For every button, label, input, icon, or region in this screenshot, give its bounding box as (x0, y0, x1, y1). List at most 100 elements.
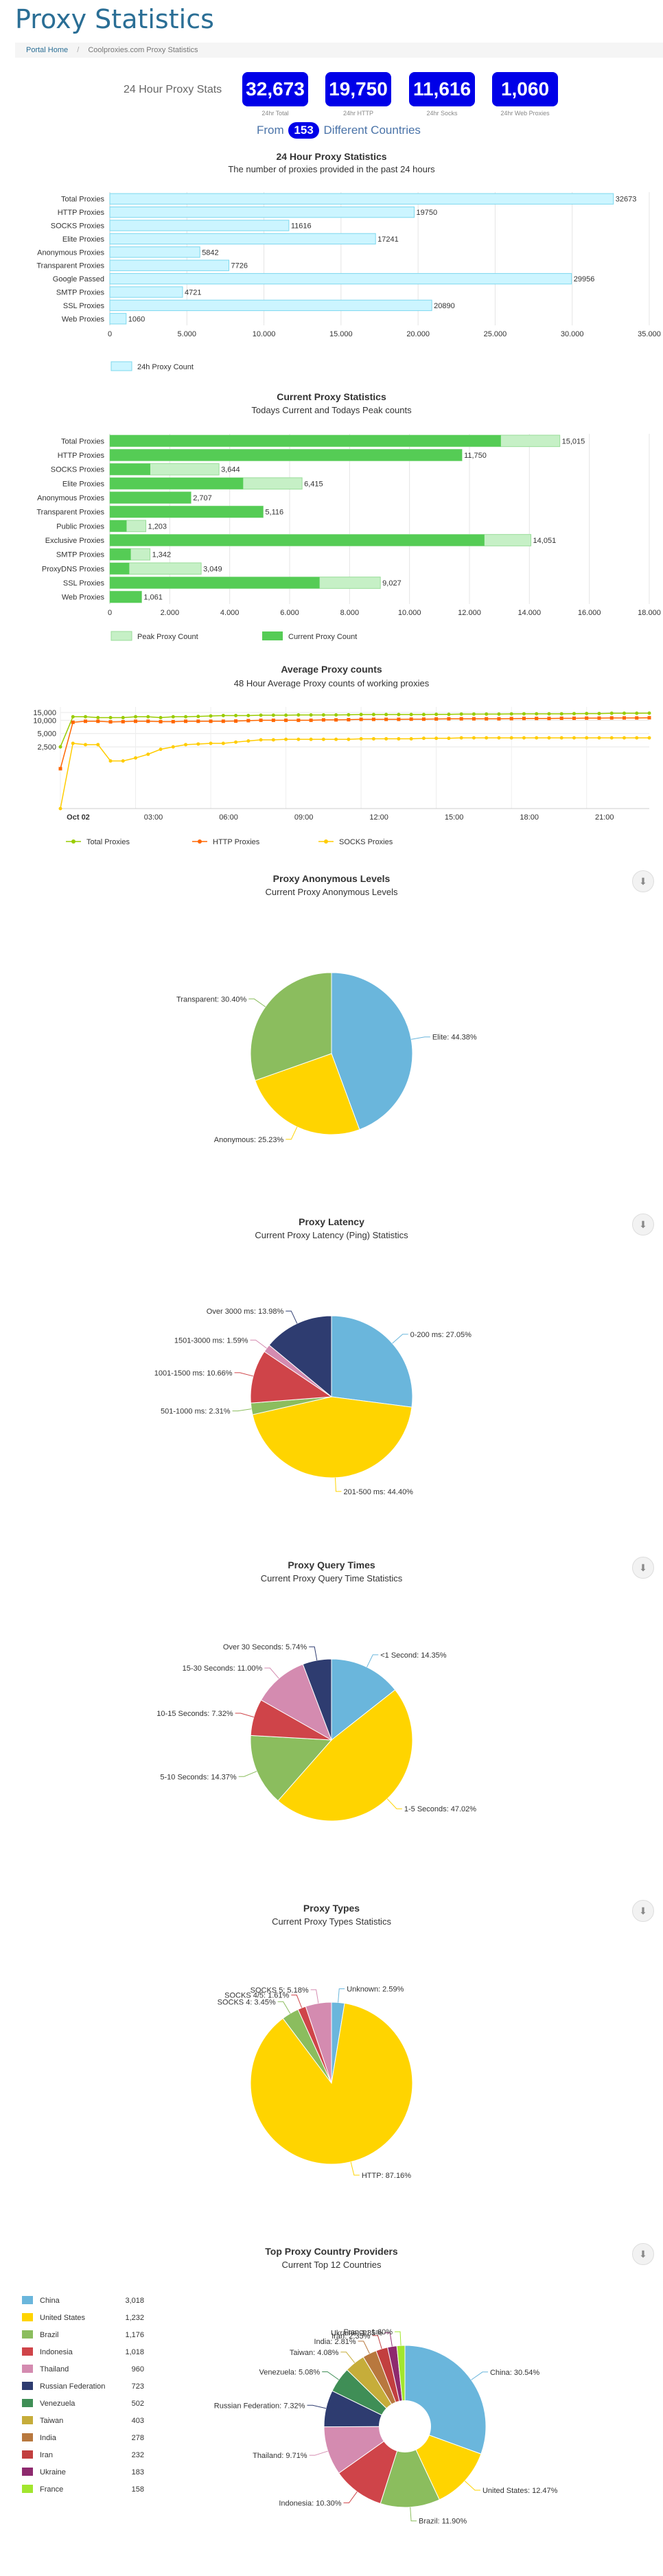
chart1-legend-label: 24h Proxy Count (137, 363, 194, 371)
chart3-series-line (60, 717, 650, 769)
chart1-bar (109, 299, 432, 312)
chart6-connector (386, 1798, 402, 1809)
chart3-point (647, 736, 651, 740)
chart1-bar (109, 193, 614, 205)
country-swatch (22, 2347, 33, 2356)
chart3-point (334, 718, 338, 722)
chart4-slice (255, 1053, 360, 1135)
chart1-category-label: SMTP Proxies (56, 289, 105, 297)
chart3-point (497, 736, 501, 740)
chart3-point (572, 736, 576, 740)
chart3-point (159, 719, 163, 723)
chart8-slice-label: Venezuela: 5.08% (259, 2368, 321, 2376)
chart2-current-bar (110, 491, 191, 504)
chart2-category-label: HTTP Proxies (58, 452, 105, 460)
chart6-slice-label: 5-10 Seconds: 14.37% (160, 1773, 237, 1781)
country-count: 502 (132, 2400, 144, 2408)
chart3-point (246, 739, 251, 743)
chart6-connector (238, 1771, 257, 1777)
chart3-point (58, 745, 62, 749)
chart2-data-label: 5,116 (265, 509, 283, 517)
chart2-subtitle: Todays Current and Todays Peak counts (251, 405, 412, 415)
chart3-point (359, 717, 363, 721)
chart3-x-tick: 12:00 (369, 813, 388, 822)
chart3-point (472, 736, 476, 740)
page-title: Proxy Statistics (15, 4, 214, 34)
chart3-point (121, 759, 125, 763)
chart3-point (371, 717, 375, 721)
chart3-point (647, 711, 651, 715)
chart3-point (409, 736, 413, 741)
chart4-connector (411, 1036, 430, 1040)
chart3-point (572, 712, 576, 716)
chart3-x-tick: 18:00 (520, 813, 539, 822)
chart3-point (196, 742, 200, 746)
chart2-category-label: SOCKS Proxies (51, 466, 105, 474)
chart3-point (522, 736, 526, 740)
chart1-data-label: 29956 (574, 275, 595, 283)
chart3-point (321, 737, 325, 741)
from-prefix: From (257, 124, 284, 137)
chart3-point (271, 713, 275, 717)
chart3-point (284, 713, 288, 717)
chart3-point (58, 767, 62, 771)
chart4-slice-label: Anonymous: 25.23% (214, 1136, 284, 1144)
chart3-point (146, 719, 150, 723)
chart3-point (535, 717, 539, 721)
stat-http-badge: 19,750 (325, 72, 391, 106)
chart4-slice-label: Transparent: 30.40% (176, 995, 247, 1003)
chart-menu-button-query[interactable]: ⬇ (632, 1557, 654, 1579)
chart1-data-label: 20890 (434, 302, 455, 310)
chart5-title: Proxy Latency (299, 1216, 364, 1227)
chart3-point (271, 718, 275, 722)
chart-menu-button-anon[interactable]: ⬇ (632, 870, 654, 892)
chart7-slice-label: HTTP: 87.16% (362, 2172, 411, 2180)
chart5-connector (232, 1408, 252, 1412)
breadcrumb-home-link[interactable]: Portal Home (26, 46, 69, 54)
chart3-x-tick: 06:00 (219, 813, 238, 822)
stat-socks-caption: 24hr Socks (426, 110, 458, 117)
chart1-subtitle: The number of proxies provided in the pa… (228, 164, 435, 174)
chart1-bar (109, 246, 200, 258)
chart3-point (259, 738, 263, 742)
chart2-legend-peak-label: Peak Proxy Count (137, 633, 198, 641)
chart3-point (497, 717, 501, 721)
chart8-slice-label: India: 2.81% (314, 2338, 356, 2346)
chart2-category-label: Anonymous Proxies (37, 494, 104, 502)
chart8-slice-label: Indonesia: 10.30% (279, 2499, 341, 2507)
chart3-point (171, 719, 175, 723)
country-swatch (22, 2382, 33, 2390)
chart6-subtitle: Current Proxy Query Time Statistics (261, 1573, 403, 1583)
chart3-point (334, 713, 338, 717)
chart1-category-label: Google Passed (53, 275, 104, 283)
chart3-series-line (60, 737, 649, 809)
chart2-current-bar (110, 591, 142, 603)
chart7-connector (291, 1995, 303, 2008)
chart3-point (359, 736, 363, 741)
chart1-data-label: 19750 (417, 209, 438, 217)
chart3-x-tick: 15:00 (445, 813, 464, 822)
chart3-point (609, 736, 614, 740)
chart-menu-button-country[interactable]: ⬇ (632, 2243, 654, 2265)
chart2-tick-label: 10.000 (398, 609, 421, 617)
chart4-connector (248, 998, 266, 1008)
chart3-point (284, 718, 288, 722)
chart2-tick-label: 0 (108, 609, 112, 617)
chart1-bar (109, 220, 290, 231)
stat-web-badge: 1,060 (492, 72, 558, 106)
countries-count-badge: 153 (288, 122, 319, 139)
country-count: 3,018 (125, 2297, 144, 2305)
chart5-slice-label: 201-500 ms: 44.40% (343, 1488, 413, 1496)
chart1-legend-swatch (110, 361, 132, 371)
chart3-point (597, 716, 601, 720)
chart1-tick-label: 15.000 (329, 330, 353, 338)
chart8-slice-label: Russian Federation: 7.32% (214, 2402, 305, 2410)
chart5-slice-label: 0-200 ms: 27.05% (410, 1331, 472, 1339)
chart3-point (209, 741, 213, 745)
chart5-slice-label: 1501-3000 ms: 1.59% (174, 1336, 248, 1345)
chart-menu-button-types[interactable]: ⬇ (632, 1900, 654, 1922)
country-name: France (40, 2485, 63, 2494)
chart3-point (421, 736, 426, 741)
chart-menu-button-latency[interactable]: ⬇ (632, 1214, 654, 1235)
chart8-connector (309, 2450, 328, 2456)
